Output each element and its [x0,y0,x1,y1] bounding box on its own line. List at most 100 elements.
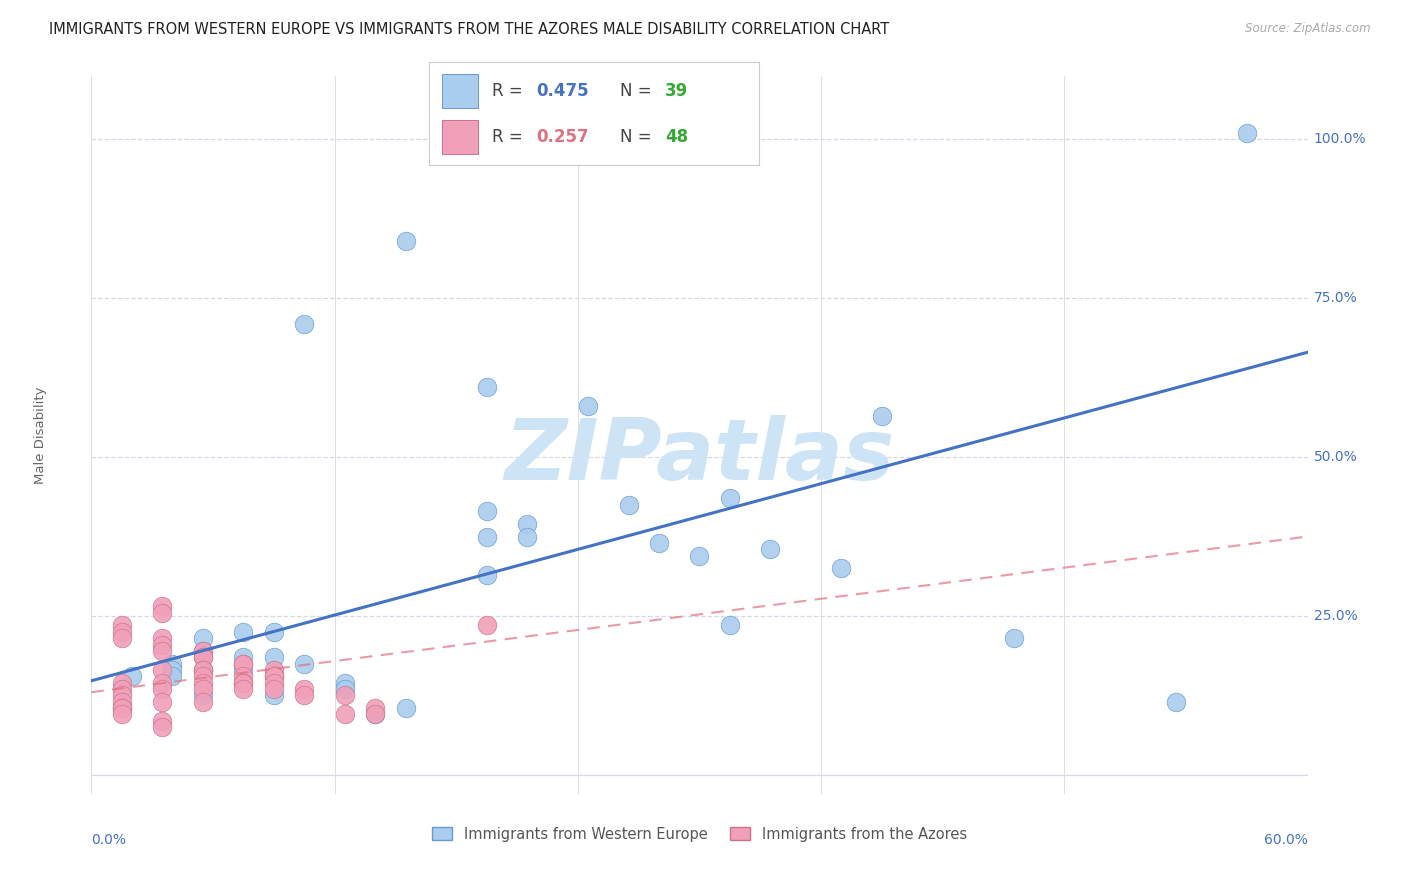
Point [111,631,134,645]
Point [364,707,387,722]
Point [394,701,416,715]
Point [150,681,173,696]
Text: 75.0%: 75.0% [1313,291,1357,305]
Point [191,695,214,709]
Point [191,675,214,690]
Point [191,644,214,658]
Point [162,669,184,683]
Text: ZIPatlas: ZIPatlas [505,415,894,498]
Point [111,624,134,639]
FancyBboxPatch shape [441,74,478,108]
Point [263,681,285,696]
Point [191,663,214,677]
Point [688,549,710,563]
Text: 25.0%: 25.0% [1313,609,1357,623]
Point [232,650,254,665]
Point [475,567,498,582]
Point [718,491,741,506]
Point [111,681,134,696]
Point [232,675,254,690]
Point [191,669,214,683]
Point [263,669,285,683]
Text: 0.0%: 0.0% [91,833,127,847]
Point [475,504,498,518]
Point [111,695,134,709]
Point [263,669,285,683]
Point [718,618,741,632]
Point [475,618,498,632]
Point [292,689,315,703]
Point [191,663,214,677]
Point [617,498,640,512]
Point [759,542,782,557]
Point [475,529,498,543]
Point [150,638,173,652]
Point [1236,126,1258,140]
Point [191,689,214,703]
Point [150,714,173,728]
Point [475,380,498,394]
Point [232,669,254,683]
Text: N =: N = [620,128,658,145]
Point [263,689,285,703]
Point [232,657,254,671]
Point [263,650,285,665]
Text: IMMIGRANTS FROM WESTERN EUROPE VS IMMIGRANTS FROM THE AZORES MALE DISABILITY COR: IMMIGRANTS FROM WESTERN EUROPE VS IMMIGR… [49,22,890,37]
Point [292,681,315,696]
Point [162,657,184,671]
Point [121,669,143,683]
Text: Source: ZipAtlas.com: Source: ZipAtlas.com [1246,22,1371,36]
Point [263,675,285,690]
Point [263,624,285,639]
Text: 0.257: 0.257 [536,128,589,145]
Point [111,618,134,632]
Point [830,561,852,575]
Point [648,536,671,550]
Text: 0.475: 0.475 [536,82,589,100]
Text: R =: R = [492,128,527,145]
Point [263,663,285,677]
Point [150,695,173,709]
Point [191,650,214,665]
Point [111,689,134,703]
Point [150,663,173,677]
Point [516,516,538,531]
Legend: Immigrants from Western Europe, Immigrants from the Azores: Immigrants from Western Europe, Immigran… [426,821,973,847]
Point [111,701,134,715]
Point [333,707,356,722]
Text: 39: 39 [665,82,689,100]
Point [576,399,599,413]
Point [191,681,214,696]
Point [150,644,173,658]
Point [232,657,254,671]
Point [162,663,184,677]
Point [364,701,387,715]
FancyBboxPatch shape [441,120,478,153]
Point [232,681,254,696]
Point [232,624,254,639]
Point [333,681,356,696]
Point [111,707,134,722]
Point [150,631,173,645]
Point [333,689,356,703]
Text: 48: 48 [665,128,688,145]
Point [364,707,387,722]
Point [1002,631,1025,645]
Point [150,606,173,620]
Point [292,657,315,671]
Text: 60.0%: 60.0% [1264,833,1308,847]
Point [516,529,538,543]
Point [191,650,214,665]
Point [232,675,254,690]
Point [394,234,416,248]
Text: 50.0%: 50.0% [1313,450,1357,464]
Point [111,701,134,715]
Text: 100.0%: 100.0% [1313,132,1367,146]
Point [191,663,214,677]
Point [333,675,356,690]
Point [232,663,254,677]
Point [150,720,173,734]
Point [292,317,315,331]
Point [150,599,173,614]
Point [150,675,173,690]
